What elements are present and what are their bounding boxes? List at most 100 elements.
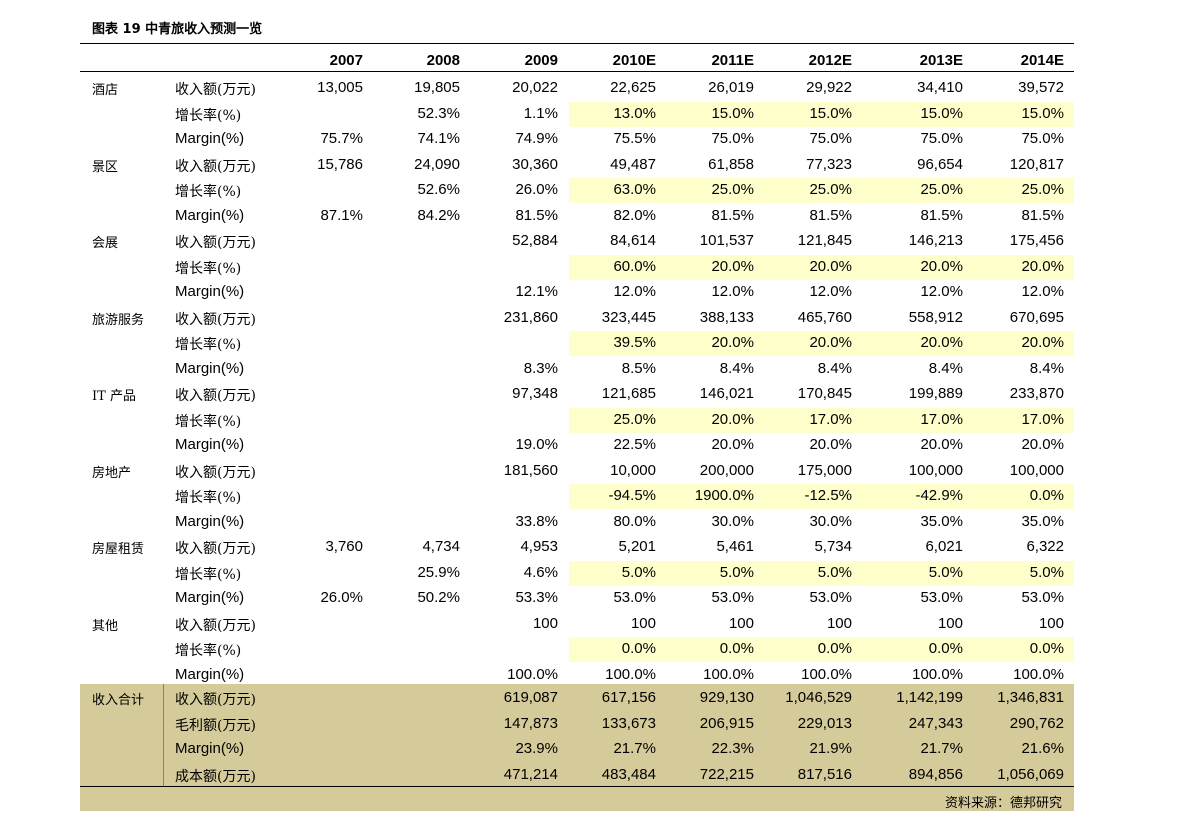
value-cell: 84.2%: [417, 206, 460, 224]
value-cell: 817,516: [797, 765, 852, 783]
value-cell: 0.0%: [928, 640, 963, 657]
value-cell: 35.0%: [920, 512, 963, 530]
value-cell: 12.1%: [515, 283, 558, 300]
value-cell: 80.0%: [613, 512, 656, 530]
forecast-highlight: [569, 331, 1074, 356]
column-header: 2013E: [919, 52, 963, 69]
value-cell: 33.8%: [515, 512, 558, 530]
value-cell: 53.3%: [515, 589, 558, 606]
value-cell: 26.0%: [320, 589, 363, 606]
value-cell: -12.5%: [804, 487, 852, 504]
value-cell: 120,817: [1009, 155, 1064, 173]
value-cell: 24,090: [414, 155, 460, 173]
value-cell: 39.5%: [613, 334, 656, 351]
value-cell: 5.0%: [719, 563, 754, 581]
value-cell: 25.0%: [711, 181, 754, 198]
metric-label: 增长率(%): [175, 107, 242, 124]
value-cell: 170,845: [797, 385, 852, 402]
value-cell: 323,445: [601, 308, 656, 326]
forecast-highlight: [569, 178, 1074, 203]
header-rule: [80, 71, 1074, 72]
value-cell: 133,673: [601, 714, 656, 732]
value-cell: 1,142,199: [896, 689, 963, 706]
metric-label: 收入额(万元): [175, 692, 256, 708]
value-cell: 12.0%: [613, 283, 656, 300]
value-cell: 20.0%: [1021, 257, 1064, 275]
value-cell: 12.0%: [809, 283, 852, 300]
source-note: 资料来源：德邦研究: [944, 796, 1062, 811]
table-row: 收入合计 收入额(万元) 619,087 617,156 929,130 1,046,52…: [80, 686, 1074, 711]
value-cell: 82.0%: [613, 206, 656, 224]
metric-label: Margin(%): [175, 665, 245, 683]
metric-label: 毛利额(万元): [175, 717, 256, 734]
value-cell: 23.9%: [515, 740, 558, 757]
table-row: 增长率(%) 39.5% 20.0% 20.0% 20.0% 20.0%: [80, 331, 1074, 356]
value-cell: 175,456: [1009, 232, 1064, 249]
value-cell: 233,870: [1009, 385, 1064, 402]
value-cell: 100: [1038, 614, 1064, 632]
metric-label: 收入额(万元): [175, 235, 256, 251]
value-cell: 81.5%: [809, 206, 852, 224]
value-cell: 5.0%: [817, 563, 852, 581]
value-cell: 12.0%: [920, 283, 963, 300]
value-cell: 200,000: [699, 461, 754, 479]
table-row: 酒店 收入额(万元) 13,005 19,805 20,022 22,625 26,019 2…: [80, 76, 1074, 101]
value-cell: 52.6%: [417, 181, 460, 198]
value-cell: 81.5%: [711, 206, 754, 224]
table-row: 旅游服务 收入额(万元) 231,860 323,445 388,133 465,760 5…: [80, 306, 1074, 331]
value-cell: 30,360: [512, 155, 558, 173]
value-cell: 52.3%: [417, 104, 460, 122]
value-cell: 20.0%: [809, 257, 852, 275]
table-row: 增长率(%) 0.0% 0.0% 0.0% 0.0% 0.0%: [80, 637, 1074, 662]
metric-label: 增长率(%): [175, 260, 242, 277]
table-row: 增长率(%) 25.0% 20.0% 17.0% 17.0% 17.0%: [80, 407, 1074, 433]
column-header: 2010E: [612, 52, 656, 69]
value-cell: 26,019: [708, 79, 754, 96]
value-cell: 30.0%: [809, 512, 852, 530]
metric-label: Margin(%): [175, 206, 245, 224]
metric-label: Margin(%): [175, 589, 245, 606]
value-cell: 558,912: [908, 308, 963, 326]
value-cell: 35.0%: [1021, 512, 1064, 530]
value-cell: 75.0%: [920, 130, 963, 147]
table-row: Margin(%) 33.8% 80.0% 30.0% 30.0% 35.0% 35.0%: [80, 510, 1074, 535]
segment-label: 会展: [92, 236, 119, 251]
value-cell: 894,856: [908, 765, 963, 783]
metric-label: 增长率(%): [175, 643, 242, 659]
value-cell: 617,156: [601, 689, 656, 706]
table-row: 毛利额(万元) 147,873 133,673 206,915 229,013 247,3…: [80, 712, 1074, 737]
value-cell: 20.0%: [920, 257, 963, 275]
table-row: Margin(%) 75.7% 74.1% 74.9% 75.5% 75.0% 75.0% 7…: [80, 127, 1074, 152]
value-cell: 1,346,831: [997, 689, 1064, 706]
value-cell: 21.7%: [920, 740, 963, 757]
value-cell: 100,000: [908, 461, 963, 479]
metric-label: Margin(%): [175, 512, 245, 530]
table-row: 房屋租赁 收入额(万元) 3,760 4,734 4,953 5,201 5,461 5,73…: [80, 535, 1074, 560]
value-cell: 100.0%: [605, 665, 656, 683]
value-cell: 17.0%: [920, 410, 963, 428]
segment-label: IT 产品: [92, 389, 136, 404]
value-cell: -94.5%: [608, 487, 656, 504]
table-row: 增长率(%) 52.3% 1.1% 13.0% 15.0% 15.0% 15.0% 15.0%: [80, 101, 1074, 127]
value-cell: 12.0%: [1021, 283, 1064, 300]
value-cell: 100: [826, 614, 852, 632]
table-row: 会展 收入额(万元) 52,884 84,614 101,537 121,845 146,2…: [80, 229, 1074, 254]
metric-label: 增长率(%): [175, 184, 242, 200]
value-cell: 231,860: [503, 308, 558, 326]
value-cell: 34,410: [917, 79, 963, 96]
value-cell: 146,213: [908, 232, 963, 249]
value-cell: 5,734: [814, 538, 852, 555]
value-cell: 5.0%: [1029, 563, 1064, 581]
value-cell: 8.4%: [817, 359, 852, 377]
value-cell: 181,560: [503, 461, 558, 479]
column-header: 2014E: [1020, 52, 1064, 69]
table-row: 其他 收入额(万元) 100 100 100 100 100 100: [80, 612, 1074, 637]
value-cell: 13,005: [317, 79, 363, 96]
segment-label: 房地产: [92, 465, 132, 481]
value-cell: 6,021: [925, 538, 963, 555]
value-cell: 100.0%: [507, 665, 558, 683]
value-cell: 29,922: [806, 79, 852, 96]
value-cell: 247,343: [908, 714, 963, 732]
value-cell: 1,046,529: [785, 689, 852, 706]
totals-band: [80, 684, 1074, 811]
